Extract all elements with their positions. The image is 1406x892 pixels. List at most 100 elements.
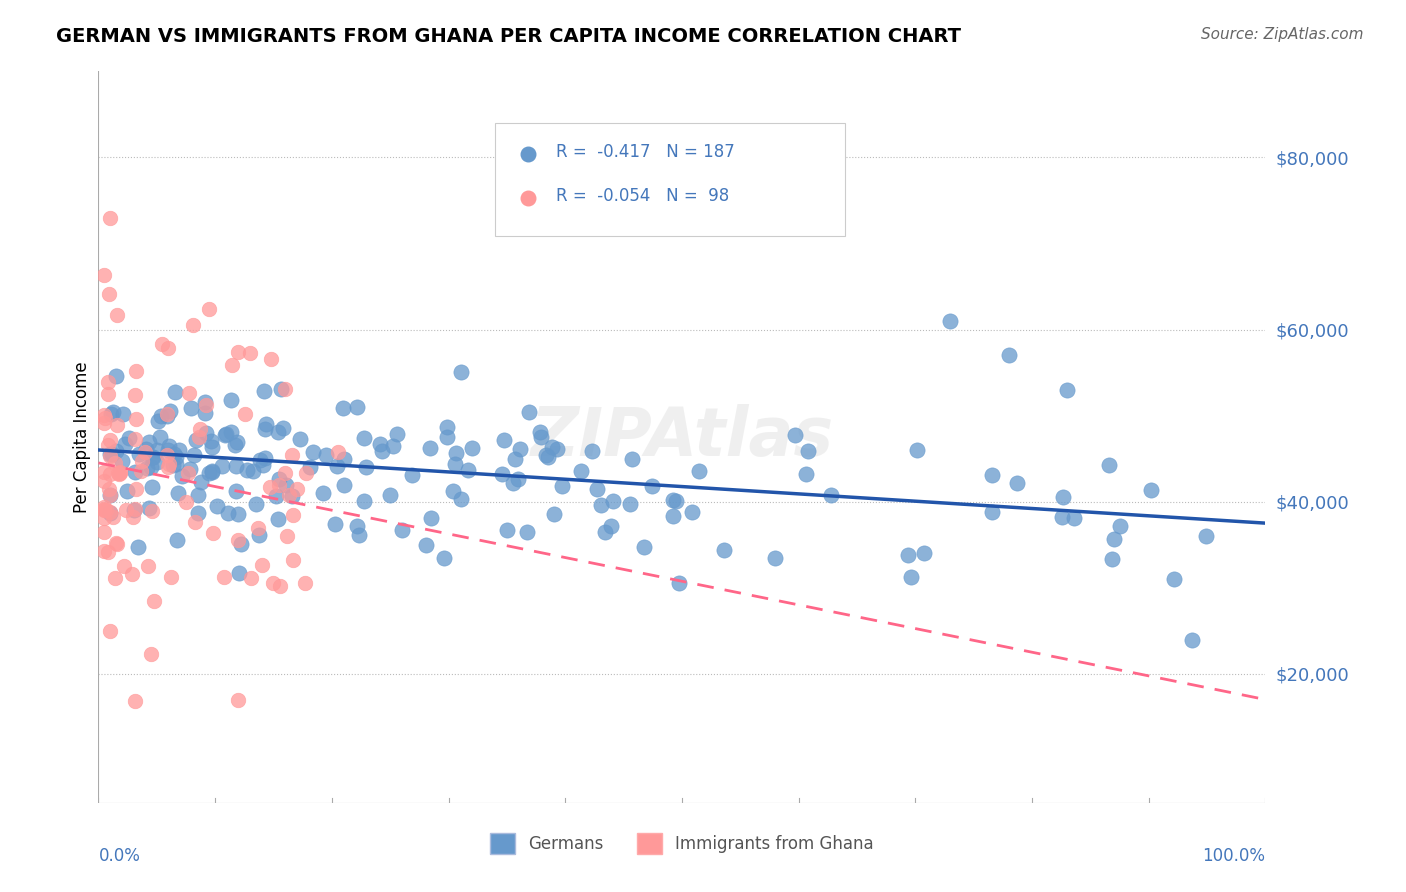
Point: [443, 457, 465, 471]
Point: [269, 579, 291, 593]
Point: [98, 449, 121, 463]
Point: [125, 482, 148, 496]
Point: [163, 447, 186, 461]
Point: [214, 427, 236, 442]
Point: [159, 404, 181, 418]
Point: [124, 388, 146, 402]
Point: [110, 465, 132, 479]
Point: [138, 435, 160, 450]
Point: [141, 450, 163, 464]
Point: [167, 443, 190, 458]
Point: [820, 488, 842, 502]
Point: [201, 440, 224, 454]
Point: [93, 408, 115, 422]
Point: [252, 458, 274, 472]
Point: [156, 409, 179, 423]
Point: [907, 443, 929, 458]
Point: [332, 478, 354, 492]
Point: [183, 515, 205, 529]
Point: [93, 268, 115, 283]
Point: [139, 648, 162, 662]
Point: [162, 458, 184, 473]
Point: [619, 497, 641, 511]
Point: [332, 401, 354, 416]
Point: [491, 467, 513, 481]
Point: [129, 464, 152, 478]
Point: [980, 505, 1002, 519]
Point: [370, 443, 392, 458]
Point: [262, 576, 284, 591]
Point: [110, 466, 132, 480]
Point: [149, 430, 172, 444]
Point: [97, 544, 120, 558]
Point: [368, 437, 391, 451]
Point: [103, 510, 125, 524]
Point: [156, 407, 179, 421]
Point: [270, 383, 292, 397]
Point: [194, 425, 217, 440]
Point: [391, 523, 413, 537]
Point: [353, 431, 375, 445]
Point: [997, 348, 1019, 362]
Point: [385, 426, 408, 441]
Point: [662, 509, 685, 524]
Point: [267, 472, 290, 486]
Point: [516, 838, 538, 853]
Point: [104, 456, 127, 470]
Point: [536, 448, 558, 462]
Point: [543, 507, 565, 521]
Point: [148, 414, 170, 428]
Point: [98, 447, 121, 461]
Point: [315, 448, 337, 462]
Point: [1097, 458, 1119, 472]
Point: [138, 500, 160, 515]
Point: [231, 537, 253, 551]
Point: [290, 432, 312, 446]
Point: [217, 506, 239, 520]
Point: [530, 430, 553, 444]
Point: [146, 455, 169, 469]
Point: [668, 575, 690, 590]
Point: [401, 467, 423, 482]
Point: [93, 511, 115, 525]
Point: [157, 341, 180, 355]
Point: [517, 405, 540, 419]
Point: [233, 407, 256, 421]
Point: [509, 442, 531, 457]
Point: [595, 525, 617, 540]
Point: [436, 420, 458, 434]
Point: [101, 447, 124, 461]
Point: [1050, 509, 1073, 524]
Point: [900, 569, 922, 583]
Point: [159, 570, 181, 584]
Point: [93, 502, 115, 516]
Point: [104, 571, 127, 585]
Point: [98, 488, 121, 502]
Text: R =  -0.417   N = 187: R = -0.417 N = 187: [555, 143, 734, 161]
Point: [249, 452, 271, 467]
Point: [586, 483, 609, 497]
Point: [274, 383, 297, 397]
Point: [212, 569, 235, 583]
Point: [461, 442, 484, 456]
Point: [246, 521, 269, 535]
Point: [581, 443, 603, 458]
Point: [516, 838, 538, 853]
Point: [253, 384, 276, 398]
Point: [1181, 632, 1204, 647]
Point: [180, 401, 202, 416]
Text: ZIPAtlas: ZIPAtlas: [530, 404, 834, 470]
Point: [114, 437, 136, 451]
Point: [93, 465, 115, 479]
Point: [98, 433, 121, 447]
Point: [436, 429, 458, 443]
Point: [505, 451, 527, 466]
Point: [94, 411, 117, 425]
Point: [281, 489, 304, 503]
Point: [93, 475, 115, 489]
Point: [135, 442, 157, 457]
Point: [897, 549, 920, 563]
Point: [785, 428, 807, 442]
Point: [681, 505, 703, 519]
Point: [105, 536, 128, 550]
